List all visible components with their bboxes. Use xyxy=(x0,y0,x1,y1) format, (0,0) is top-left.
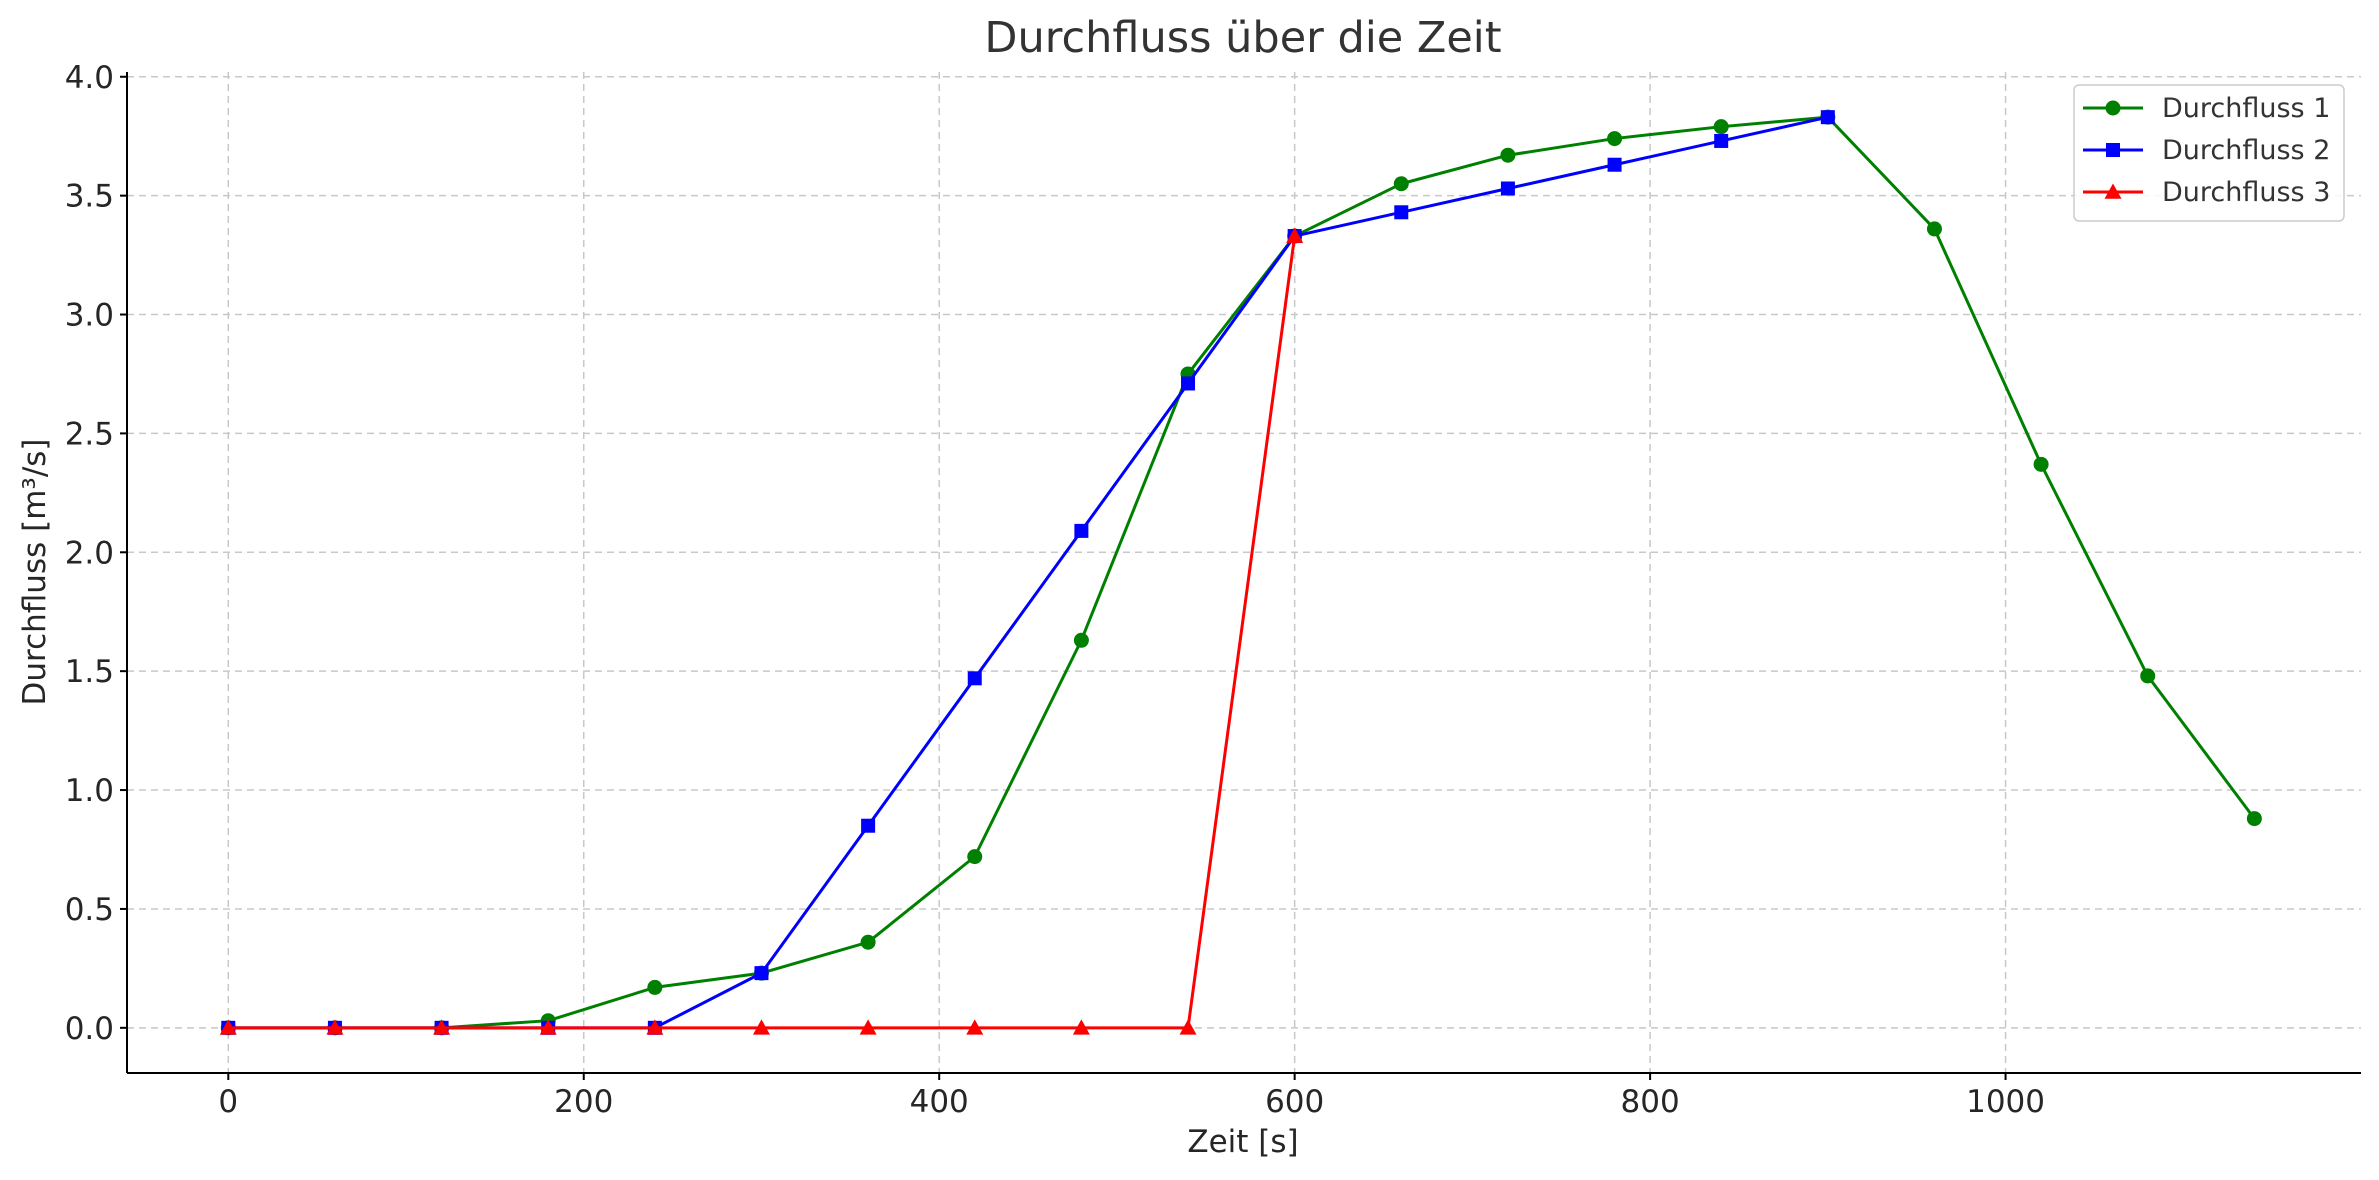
data-point xyxy=(860,934,876,950)
data-point xyxy=(1286,227,1304,243)
legend: Durchfluss 1 Durchfluss 2 Durchfluss 3 xyxy=(2073,84,2345,222)
data-point xyxy=(967,671,982,686)
x-tick-label: 0 xyxy=(218,1084,238,1120)
data-point xyxy=(967,849,983,865)
x-tick-label: 400 xyxy=(910,1084,969,1120)
data-point xyxy=(861,818,876,833)
legend-entry: Durchfluss 1 xyxy=(2083,93,2330,124)
axes xyxy=(126,72,2361,1074)
data-point xyxy=(1500,181,1515,196)
ticks: 0 200 400 600 800 1000 0.0 0.5 1.0 1.5 2.0 2.5 3.0 3.… xyxy=(65,60,2045,1120)
data-point xyxy=(859,1019,877,1035)
grid xyxy=(127,72,2361,1073)
series-line xyxy=(228,115,2256,1030)
data-point xyxy=(219,1019,237,1035)
data-point xyxy=(966,1019,984,1035)
y-tick-label: 0.5 xyxy=(65,892,114,928)
chart-title: Durchfluss über die Zeit xyxy=(984,13,1501,63)
series xyxy=(219,109,2262,1036)
data-point xyxy=(1394,205,1409,220)
y-tick-label: 1.5 xyxy=(65,654,114,690)
data-point xyxy=(1926,221,1942,237)
data-point xyxy=(1607,131,1623,147)
data-point xyxy=(433,1019,451,1035)
data-point xyxy=(1393,176,1409,192)
y-tick-label: 3.5 xyxy=(65,179,114,215)
data-point xyxy=(754,966,769,981)
y-tick-label: 4.0 xyxy=(65,60,114,96)
y-axis-label: Durchfluss [m³/s] xyxy=(17,438,53,705)
data-point xyxy=(1820,110,1835,125)
data-point xyxy=(1500,147,1516,163)
series-2 xyxy=(221,110,1835,1035)
y-tick-label: 2.0 xyxy=(65,535,114,571)
x-tick-label: 200 xyxy=(554,1084,613,1120)
data-point xyxy=(326,1019,344,1035)
data-point xyxy=(646,1019,664,1035)
legend-box xyxy=(2073,84,2345,222)
data-point xyxy=(2246,811,2262,827)
data-point xyxy=(1179,1019,1197,1035)
legend-label: Durchfluss 1 xyxy=(2162,93,2330,124)
series-line xyxy=(228,115,1829,1030)
x-tick-label: 800 xyxy=(1621,1084,1680,1120)
series-line xyxy=(228,235,1297,1030)
data-point xyxy=(1072,1019,1090,1035)
series-1 xyxy=(220,109,2262,1036)
legend-entry: Durchfluss 2 xyxy=(2083,135,2330,166)
legend-label: Durchfluss 2 xyxy=(2162,135,2330,166)
data-point xyxy=(1607,157,1622,172)
legend-marker xyxy=(2105,100,2121,116)
data-point xyxy=(2140,668,2156,684)
data-point xyxy=(1073,632,1089,648)
data-point xyxy=(1181,376,1196,391)
data-point xyxy=(1713,119,1729,135)
y-tick-label: 1.0 xyxy=(65,773,114,809)
data-point xyxy=(1714,133,1729,148)
y-tick-label: 2.5 xyxy=(65,416,114,452)
x-tick-label: 1000 xyxy=(1966,1084,2045,1120)
x-axis-label: Zeit [s] xyxy=(1187,1124,1298,1160)
legend-entry: Durchfluss 3 xyxy=(2083,177,2330,208)
y-tick-label: 0.0 xyxy=(65,1011,114,1047)
y-tick-label: 3.0 xyxy=(65,298,114,334)
series-3 xyxy=(219,227,1304,1035)
data-point xyxy=(647,979,663,995)
legend-marker xyxy=(2104,183,2122,199)
data-point xyxy=(539,1019,557,1035)
data-point xyxy=(2033,456,2049,472)
legend-label: Durchfluss 3 xyxy=(2162,177,2330,208)
x-tick-label: 600 xyxy=(1265,1084,1324,1120)
data-point xyxy=(752,1019,770,1035)
data-point xyxy=(1074,523,1089,538)
legend-marker xyxy=(2106,143,2120,157)
